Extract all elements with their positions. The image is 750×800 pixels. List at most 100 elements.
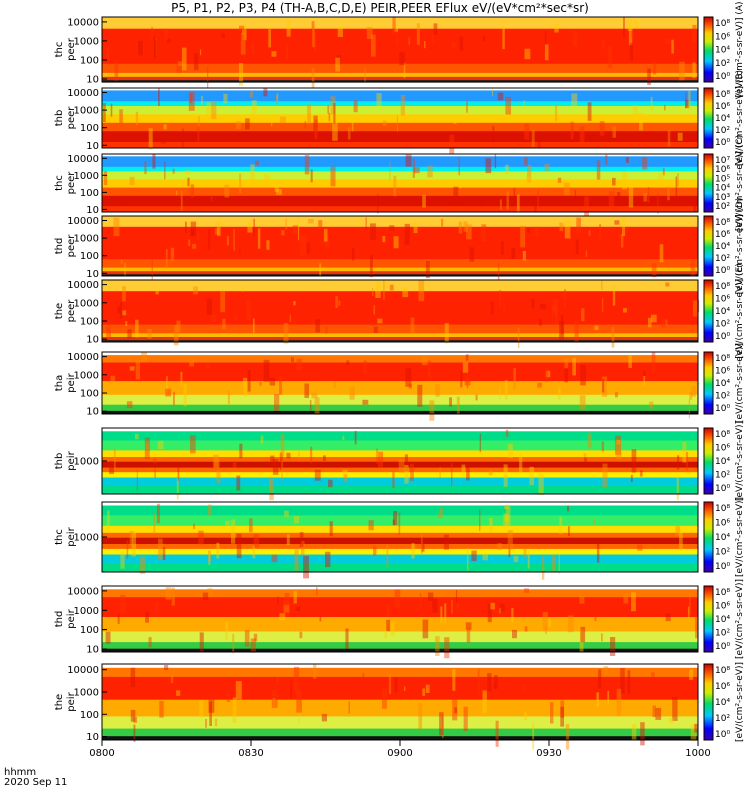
- spectrogram-streak: [688, 399, 690, 419]
- spectrogram-streak: [249, 518, 253, 533]
- spectrogram-streak: [206, 102, 211, 121]
- spectrogram-streak: [394, 677, 398, 693]
- spectrogram-band: [102, 324, 698, 334]
- spectrogram-streak: [398, 459, 405, 473]
- spectrogram-streak: [161, 132, 166, 144]
- x-tick-label: 0930: [536, 748, 561, 759]
- spectrogram-streak: [281, 230, 285, 236]
- spectrogram-streak: [444, 323, 449, 344]
- spectrogram-streak: [392, 17, 396, 34]
- spectrogram-streak: [370, 223, 376, 240]
- spectrogram-streak: [463, 221, 468, 232]
- spectrogram-streak: [286, 44, 289, 60]
- spectrogram-streak: [120, 197, 122, 206]
- spectrogram-streak: [190, 221, 197, 237]
- x-tick-label: 1000: [685, 748, 710, 759]
- spectrogram-streak: [621, 234, 624, 248]
- spectrogram-streak: [466, 224, 472, 240]
- spectrogram-streak: [376, 448, 378, 465]
- spectrogram-streak: [692, 62, 696, 78]
- spectrogram-streak: [497, 92, 504, 101]
- colorbar-tick-label: 10⁰: [715, 404, 730, 414]
- spectrogram-streak: [271, 51, 277, 57]
- spectrogram-streak: [396, 31, 398, 45]
- panel-label: thb: [54, 110, 65, 127]
- spectrogram-streak: [422, 688, 425, 696]
- spectrogram-streak: [504, 504, 510, 510]
- spectrogram-streak: [675, 176, 678, 197]
- spectrogram-streak: [289, 314, 291, 323]
- spectrogram-streak: [236, 475, 241, 491]
- colorbar: [703, 351, 714, 415]
- spectrogram-streak: [610, 637, 616, 656]
- spectrogram-streak: [294, 549, 299, 571]
- spectrogram-streak: [413, 167, 420, 174]
- spectrogram-streak: [308, 219, 314, 224]
- spectrogram-streak: [490, 602, 495, 610]
- spectrogram-streak: [207, 588, 213, 597]
- spectrogram-streak: [568, 526, 570, 537]
- x-tick-label: 0800: [89, 748, 114, 759]
- spectrogram-streak: [177, 61, 183, 66]
- spectrogram-streak: [505, 164, 509, 174]
- spectrogram-band: [102, 76, 698, 81]
- colorbar-tick-label: 10²: [715, 548, 730, 558]
- colorbar-tick-label: 10⁰: [715, 138, 730, 148]
- spectrogram-streak: [531, 130, 535, 148]
- spectrogram-streak: [677, 132, 683, 141]
- panel-label: peir: [66, 608, 77, 628]
- spectrogram-streak: [144, 437, 150, 459]
- panel-label: thc: [54, 529, 65, 545]
- spectrogram-streak: [651, 263, 657, 278]
- spectrogram-band: [102, 664, 698, 669]
- spectrogram-streak: [477, 668, 480, 695]
- spectrogram-streak: [559, 222, 564, 232]
- spectrogram-streak: [658, 172, 664, 187]
- spectrogram-streak: [351, 247, 355, 261]
- spectrogram-streak: [113, 217, 120, 237]
- spectrogram-streak: [251, 43, 255, 54]
- y-tick-label: 10000: [67, 280, 99, 291]
- spectrogram-streak: [390, 621, 395, 636]
- spectrogram-streak: [640, 722, 645, 746]
- spectrogram-streak: [399, 52, 405, 66]
- spectrogram-streak: [328, 479, 333, 488]
- spectrogram-streak: [452, 697, 458, 721]
- spectrogram-streak: [480, 198, 483, 207]
- colorbar: [703, 87, 714, 149]
- colorbar-tick-label: 10⁴: [715, 457, 730, 467]
- colorbar-tick-label: 10⁶: [715, 367, 730, 377]
- chart-title: P5, P1, P2, P3, P4 (TH-A,B,C,D,E) PEIR,P…: [171, 1, 589, 15]
- spectrogram-streak: [564, 220, 571, 239]
- spectrogram-streak: [120, 259, 123, 264]
- spectrogram-band: [102, 502, 698, 506]
- spectrogram-streak: [158, 88, 160, 106]
- spectrogram-streak: [650, 96, 653, 111]
- spectrogram-streak: [199, 700, 204, 718]
- spectrogram-streak: [594, 615, 597, 621]
- spectrogram-band: [102, 206, 698, 213]
- spectrogram-streak: [587, 102, 592, 121]
- spectrogram-streak: [117, 306, 121, 314]
- y-tick-label: 1000: [74, 106, 99, 117]
- colorbar-tick-label: 10²: [715, 126, 730, 136]
- spectrogram-streak: [693, 198, 697, 213]
- spectrogram-streak: [311, 21, 315, 44]
- spectrogram-streak: [501, 241, 504, 256]
- spectrogram-streak: [197, 231, 199, 240]
- spectrogram-streak: [695, 616, 698, 639]
- spectrogram-streak: [103, 171, 108, 186]
- spectrogram-streak: [392, 519, 395, 526]
- spectrogram-streak: [675, 526, 680, 536]
- spectrogram-streak: [264, 174, 270, 182]
- colorbar-tick-label: 10⁶: [715, 602, 730, 612]
- spectrogram-streak: [120, 594, 126, 613]
- colorbar-tick-label: 10²: [715, 202, 730, 212]
- spectrogram-streak: [314, 469, 321, 481]
- spectrogram-streak: [189, 93, 193, 104]
- spectrogram-streak: [109, 461, 115, 474]
- colorbar-tick-label: 10⁶: [715, 519, 730, 529]
- spectrogram-streak: [593, 518, 596, 525]
- spectrogram-streak: [451, 463, 453, 486]
